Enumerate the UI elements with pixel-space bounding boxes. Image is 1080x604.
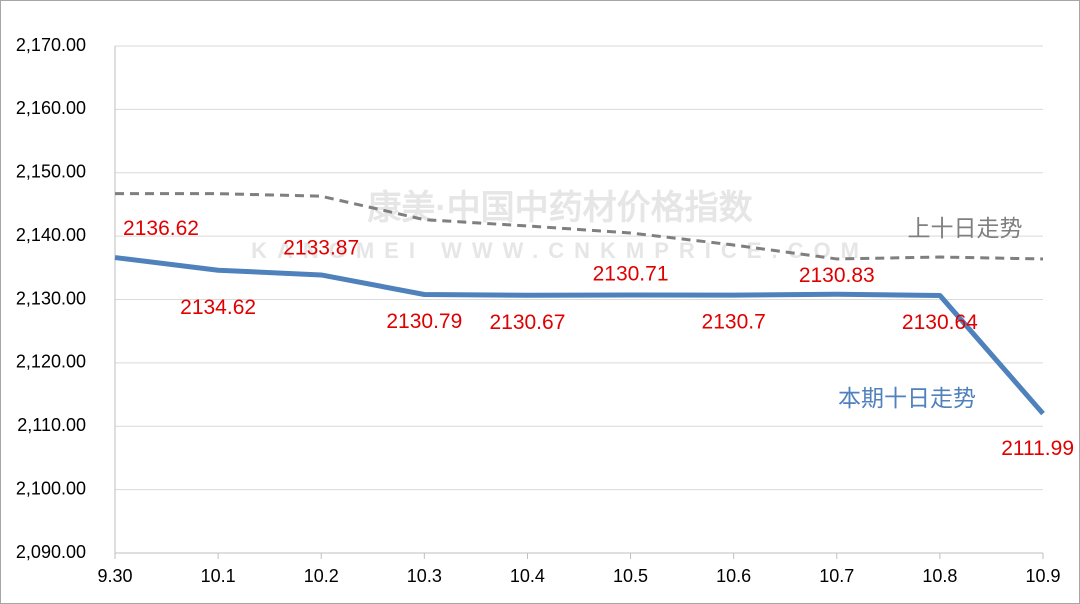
y-tick-label: 2,130.00 — [16, 288, 86, 308]
series-label: 本期十日走势 — [838, 385, 976, 411]
y-tick-label: 2,100.00 — [16, 478, 86, 498]
y-tick-label: 2,090.00 — [16, 542, 86, 562]
y-tick-label: 2,170.00 — [16, 35, 86, 55]
data-label: 2130.83 — [799, 264, 875, 287]
data-label: 2133.87 — [283, 237, 359, 260]
y-tick-label: 2,140.00 — [16, 225, 86, 245]
x-tick-label: 10.9 — [1025, 566, 1060, 586]
x-tick-label: 10.5 — [613, 566, 648, 586]
data-label: 2136.62 — [123, 217, 199, 240]
x-tick-label: 10.4 — [510, 566, 545, 586]
y-tick-label: 2,160.00 — [16, 98, 86, 118]
watermark: 康美·中国中药材价格指数 — [367, 188, 752, 227]
data-label: 2134.62 — [180, 296, 256, 319]
data-label: 2130.64 — [902, 311, 978, 334]
x-tick-label: 10.8 — [922, 566, 957, 586]
x-tick-label: 10.1 — [201, 566, 236, 586]
data-label: 2130.71 — [593, 263, 669, 286]
series-label: 上十日走势 — [908, 215, 1023, 241]
data-label: 2130.67 — [489, 311, 565, 334]
x-tick-label: 10.7 — [819, 566, 854, 586]
data-label: 2130.79 — [386, 310, 462, 333]
x-tick-label: 10.3 — [407, 566, 442, 586]
y-tick-label: 2,110.00 — [17, 415, 86, 435]
x-tick-label: 10.6 — [716, 566, 751, 586]
series-line — [114, 255, 1045, 416]
watermark: KANGMEI WWW.CNKMPRICE.COM — [251, 238, 869, 263]
x-tick-label: 10.2 — [304, 566, 339, 586]
data-label: 2130.7 — [702, 311, 766, 334]
data-label: 2111.99 — [1001, 437, 1074, 460]
series-line — [115, 192, 1044, 261]
y-tick-label: 2,120.00 — [16, 352, 86, 372]
y-tick-label: 2,150.00 — [16, 162, 86, 182]
x-tick-label: 9.30 — [97, 566, 132, 586]
